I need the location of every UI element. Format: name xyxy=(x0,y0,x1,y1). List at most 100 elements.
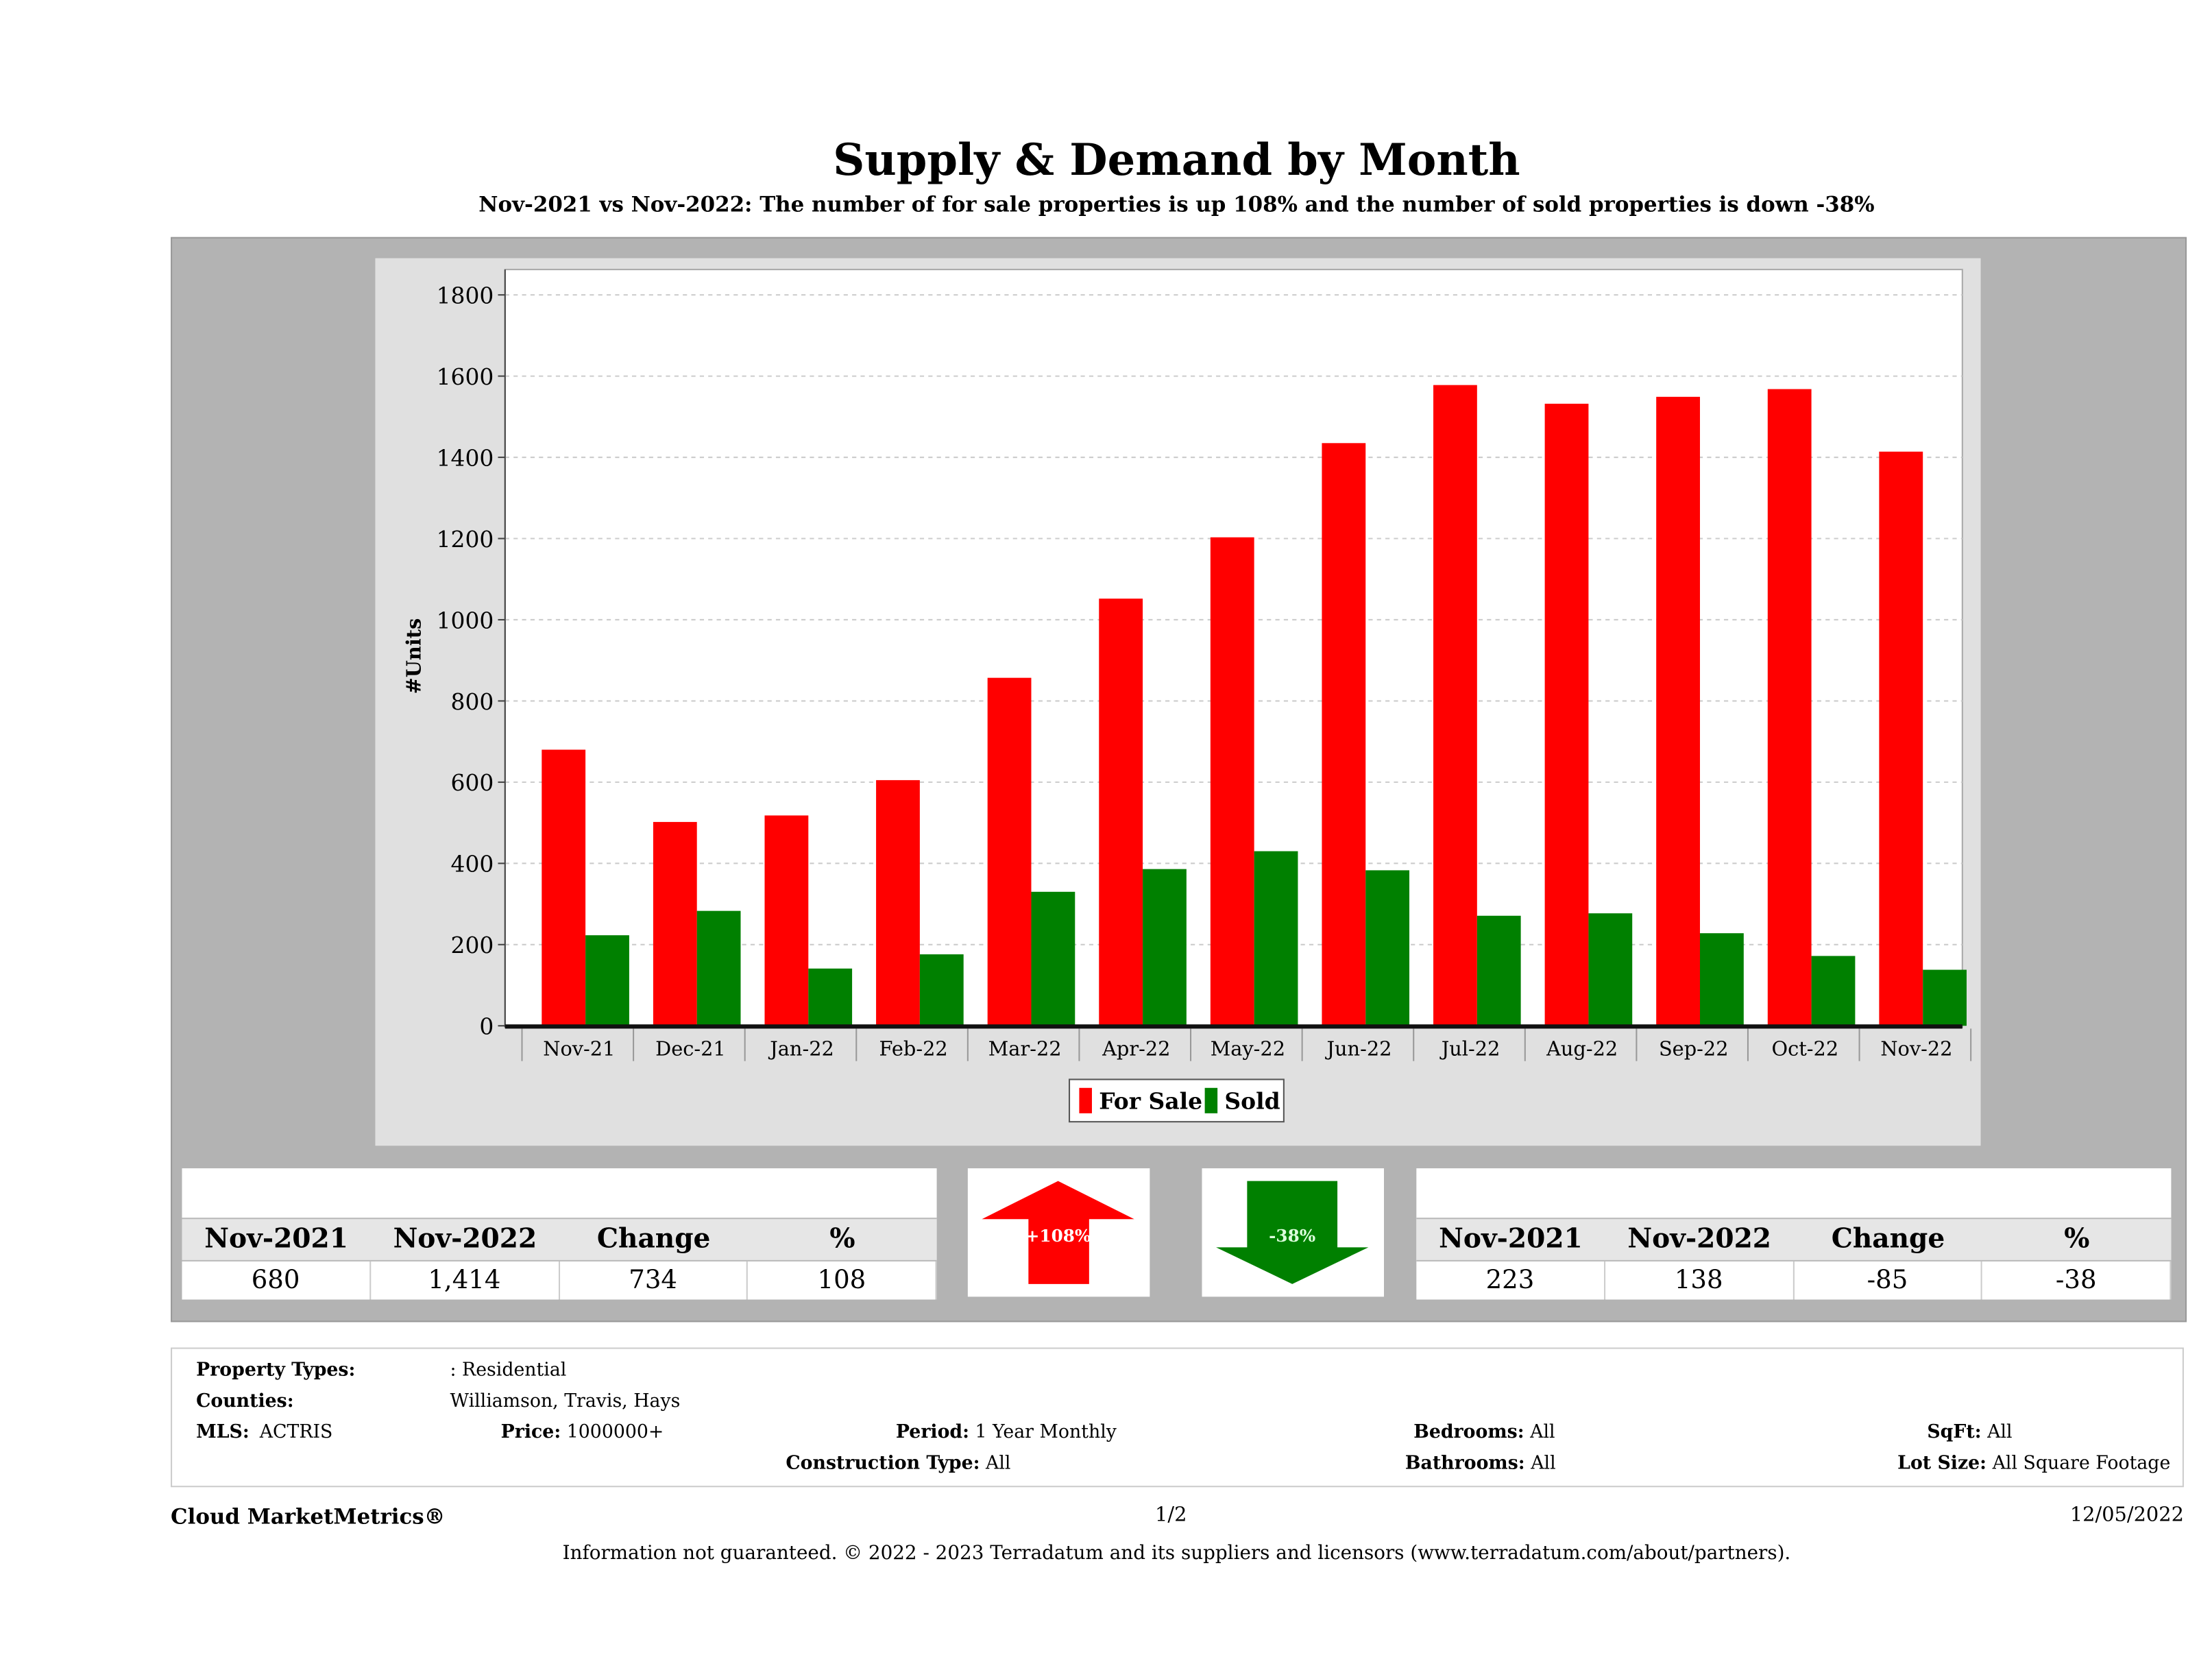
table-cell: 734 xyxy=(559,1261,749,1300)
sold-summary-table: Nov-2021 Nov-2022 Change % 223 138 -85 -… xyxy=(1416,1168,2172,1300)
y-tick-label: 600 xyxy=(451,769,494,796)
x-tick-label: Nov-22 xyxy=(1880,1037,1952,1060)
bar-sold xyxy=(585,935,629,1026)
down-arrow-box: -38% xyxy=(1202,1168,1384,1297)
legend-swatch-sold xyxy=(1204,1087,1218,1113)
bathrooms-value: All xyxy=(1531,1453,1556,1475)
table-cell: -85 xyxy=(1794,1261,1983,1300)
legend-label-for-sale: For Sale xyxy=(1099,1088,1202,1115)
bar-for-sale xyxy=(764,815,809,1026)
down-arrow-icon: -38% xyxy=(1216,1181,1369,1284)
table-header: Nov-2022 xyxy=(1627,1223,1772,1255)
sqft-label: SqFt: xyxy=(1927,1422,1982,1444)
x-tick-label: Jan-22 xyxy=(768,1037,834,1060)
bar-sold xyxy=(1254,851,1298,1026)
bar-sold xyxy=(808,968,853,1026)
table-header: Nov-2021 xyxy=(204,1223,348,1255)
y-tick-label: 800 xyxy=(451,688,494,715)
construction-value: All xyxy=(986,1453,1011,1475)
bar-sold xyxy=(1476,915,1521,1026)
page-subtitle: Nov-2021 vs Nov-2022: The number of for … xyxy=(478,191,1875,217)
bar-for-sale xyxy=(542,749,586,1026)
legend-swatch-for-sale xyxy=(1079,1087,1092,1113)
property-types-label: Property Types: xyxy=(196,1360,356,1381)
table-cell: -38 xyxy=(1982,1261,2172,1300)
legend: For Sale Sold xyxy=(1069,1078,1285,1123)
counties-value: Williamson, Travis, Hays xyxy=(450,1391,681,1413)
bar-sold xyxy=(1700,933,1744,1026)
bar-for-sale xyxy=(1767,389,1812,1026)
bar-for-sale xyxy=(1656,396,1701,1026)
bar-for-sale xyxy=(876,780,920,1026)
lot-size-value: All Square Footage xyxy=(1992,1453,2171,1475)
up-arrow-label: +108% xyxy=(1025,1226,1091,1246)
x-tick-label: Apr-22 xyxy=(1102,1037,1170,1060)
up-arrow-icon: +108% xyxy=(982,1181,1134,1284)
brand-name: Cloud MarketMetrics® xyxy=(171,1503,446,1530)
y-tick-label: 200 xyxy=(451,932,494,958)
bedrooms-label: Bedrooms: xyxy=(1413,1422,1524,1444)
x-tick-label: Sep-22 xyxy=(1659,1037,1729,1060)
bar-for-sale xyxy=(987,677,1032,1026)
y-tick-label: 400 xyxy=(451,851,494,878)
x-axis xyxy=(505,1024,1962,1029)
mls-value: ACTRIS xyxy=(259,1422,333,1444)
bedrooms-value: All xyxy=(1530,1422,1555,1444)
table-cell: 680 xyxy=(182,1261,371,1300)
legend-label-sold: Sold xyxy=(1224,1088,1280,1115)
table-cell: 223 xyxy=(1416,1261,1605,1300)
bar-sold xyxy=(1143,869,1187,1026)
x-tick-label: Mar-22 xyxy=(988,1037,1062,1060)
y-tick-label: 1200 xyxy=(437,526,494,553)
bar-for-sale xyxy=(1210,537,1254,1026)
page-number: 1/2 xyxy=(1155,1503,1187,1527)
report-criteria: Property Types: : Residential Counties: … xyxy=(171,1347,2184,1488)
price-label: Price: xyxy=(500,1422,561,1444)
disclaimer: Information not guaranteed. © 2022 - 202… xyxy=(562,1542,1791,1565)
price-value: 1000000+ xyxy=(566,1422,664,1444)
mls-label: MLS: xyxy=(196,1422,250,1444)
y-tick-label: 1000 xyxy=(437,607,494,633)
bar-for-sale xyxy=(1322,443,1366,1026)
x-tick-label: Aug-22 xyxy=(1546,1037,1618,1060)
report-date: 12/05/2022 xyxy=(2069,1503,2184,1527)
period-value: 1 Year Monthly xyxy=(975,1422,1117,1444)
down-arrow-label: -38% xyxy=(1269,1226,1315,1246)
period-label: Period: xyxy=(895,1422,970,1444)
bar-for-sale xyxy=(653,821,697,1026)
x-tick-label: Feb-22 xyxy=(879,1037,947,1060)
bar-sold xyxy=(1923,969,1967,1026)
table-cell: 138 xyxy=(1605,1261,1794,1300)
x-tick-label: Jul-22 xyxy=(1439,1037,1500,1060)
bar-sold xyxy=(696,910,741,1026)
bar-for-sale xyxy=(1879,451,1923,1026)
property-types-value: : Residential xyxy=(450,1360,567,1381)
bar-for-sale xyxy=(1433,385,1477,1026)
table-header: Change xyxy=(596,1223,711,1255)
table-header: Nov-2021 xyxy=(1439,1223,1583,1255)
bar-sold xyxy=(1811,956,1856,1026)
bathrooms-label: Bathrooms: xyxy=(1405,1453,1525,1475)
x-tick-label: Oct-22 xyxy=(1771,1037,1838,1060)
y-tick-label: 1400 xyxy=(437,444,494,471)
bar-for-sale xyxy=(1099,599,1143,1026)
y-tick-label: 1800 xyxy=(437,282,494,309)
x-tick-label: Dec-21 xyxy=(655,1037,726,1060)
for-sale-summary-table: Nov-2021 Nov-2022 Change % 680 1,414 734… xyxy=(182,1168,937,1300)
y-tick-label: 0 xyxy=(479,1013,494,1040)
table-cell: 108 xyxy=(748,1261,937,1300)
x-tick-label: Jun-22 xyxy=(1324,1037,1391,1060)
up-arrow-box: +108% xyxy=(967,1168,1150,1297)
bar-sold xyxy=(1031,891,1075,1026)
bar-sold xyxy=(1588,913,1633,1026)
sqft-value: All xyxy=(1987,1422,2013,1444)
counties-label: Counties: xyxy=(196,1391,294,1413)
bar-sold xyxy=(919,954,964,1026)
x-tick-label: Nov-21 xyxy=(543,1037,615,1060)
y-tick-label: 1600 xyxy=(437,363,494,390)
table-header: % xyxy=(2064,1223,2090,1255)
table-cell: 1,414 xyxy=(371,1261,560,1300)
bar-for-sale xyxy=(1544,403,1589,1026)
table-header: % xyxy=(829,1223,855,1255)
